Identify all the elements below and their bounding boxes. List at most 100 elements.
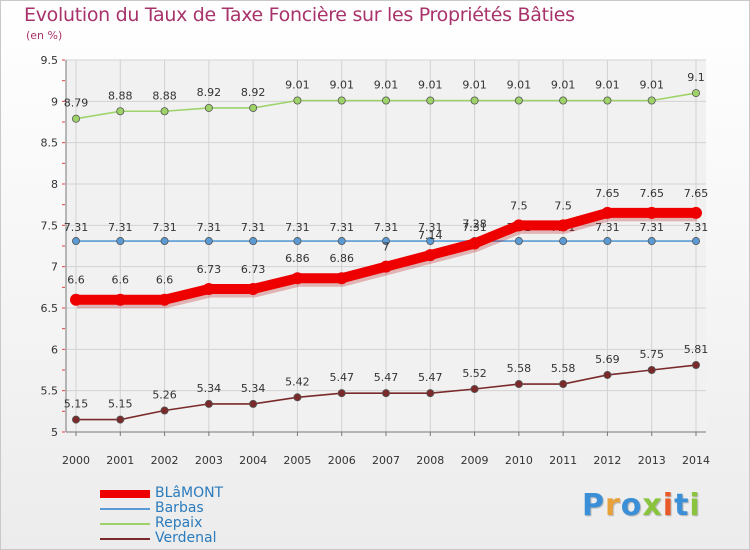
data-label: 9.01 [418,79,443,92]
data-point [692,89,701,98]
data-label: 7.31 [285,221,310,234]
x-tick-label: 2008 [416,454,444,467]
data-label: 6.6 [156,274,174,287]
x-tick-label: 2003 [195,454,223,467]
data-label: 8.92 [241,86,266,99]
y-tick-label: 7.5 [41,219,59,232]
x-tick-label: 2004 [239,454,267,467]
data-point [559,96,568,105]
data-label: 5.34 [241,382,266,395]
data-point [603,370,612,379]
data-point [72,114,81,123]
data-point [647,365,656,374]
y-tick-label: 8 [51,178,58,191]
x-tick-label: 2012 [593,454,621,467]
y-tick-label: 8.5 [41,137,59,150]
legend-swatch [100,508,150,510]
data-label: 9.1 [687,71,705,84]
data-label: 5.26 [152,389,177,402]
logo-letter: i [662,488,675,523]
data-label: 5.58 [551,362,576,375]
data-label: 8.79 [64,97,89,110]
data-point [647,96,656,105]
data-label: 7.65 [684,187,709,200]
data-point [514,96,523,105]
proxiti-logo: Proxiti [582,488,701,523]
x-tick-label: 2010 [505,454,533,467]
data-point [601,206,614,219]
data-label: 5.47 [329,371,354,384]
data-point [381,96,390,105]
x-tick-label: 2001 [106,454,134,467]
data-point [426,389,435,398]
data-label: 8.88 [152,89,177,102]
data-point [291,272,304,285]
data-label: 5.42 [285,375,310,388]
data-label: 7 [383,241,390,254]
data-label: 5.47 [418,371,443,384]
data-point [470,385,479,394]
data-label: 5.69 [595,353,620,366]
x-tick-label: 2006 [328,454,356,467]
data-label: 9.01 [551,79,576,92]
legend-item: BLâMONT [100,485,300,501]
x-tick-label: 2005 [283,454,311,467]
x-tick-label: 2002 [151,454,179,467]
data-label: 7.31 [152,221,177,234]
data-point [116,415,125,424]
data-point [603,96,612,105]
data-point [337,389,346,398]
data-point [335,272,348,285]
data-label: 9.01 [285,79,310,92]
data-point [72,415,81,424]
data-label: 6.6 [67,274,85,287]
y-tick-label: 5.5 [41,385,59,398]
data-label: 7.5 [554,199,572,212]
legend-item: Barbas [100,500,300,516]
data-label: 7.31 [462,221,487,234]
legend-swatch [100,523,150,525]
data-point [247,282,260,295]
data-point [380,260,392,273]
legend-label: Verdenal [155,530,217,546]
data-point [426,237,435,246]
data-label: 6.73 [197,263,222,276]
x-tick-label: 2014 [682,454,710,467]
data-label: 6.6 [112,274,130,287]
data-point [470,96,479,105]
legend-item: Verdenal [100,530,300,546]
data-label: 6.86 [285,252,310,265]
data-point [116,237,125,246]
data-label: 5.34 [197,382,222,395]
y-tick-label: 6.5 [41,302,59,315]
data-label: 8.88 [108,89,133,102]
legend: BLâMONT Barbas Repaix Verdenal [100,485,300,546]
data-point [557,219,570,232]
data-point [692,237,701,246]
legend-swatch [100,490,150,498]
data-point [249,237,258,246]
data-point [293,96,302,105]
data-point [468,237,481,250]
legend-label: Barbas [155,500,204,516]
y-tick-label: 7 [51,261,58,274]
data-label: 9.01 [329,79,354,92]
data-label: 8.92 [197,86,222,99]
data-label: 6.73 [241,263,266,276]
data-point [204,103,213,112]
y-tick-label: 9 [51,95,58,108]
data-label: 9.01 [462,79,487,92]
x-tick-label: 2007 [372,454,400,467]
y-tick-label: 6 [51,343,58,356]
data-label: 7.31 [639,221,664,234]
data-point [645,206,658,219]
x-tick-label: 2009 [461,454,489,467]
data-label: 5.52 [462,367,487,380]
legend-swatch [100,538,150,540]
data-label: 6.86 [329,252,354,265]
data-label: 7.31 [684,221,709,234]
data-label: 5.15 [64,398,89,411]
chart-title: Evolution du Taux de Taxe Foncière sur l… [24,4,575,26]
data-point [114,293,127,306]
